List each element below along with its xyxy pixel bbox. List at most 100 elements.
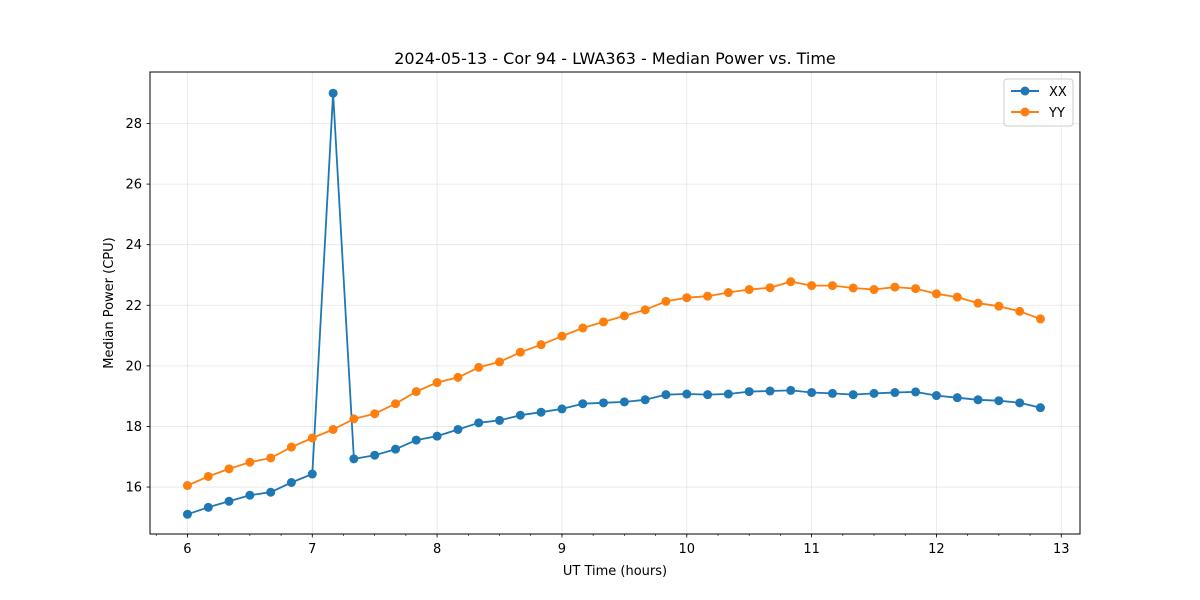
data-point-yy: [661, 296, 671, 306]
data-point-xx: [827, 388, 837, 398]
data-point-xx: [578, 399, 588, 409]
legend-marker-yy: [1020, 107, 1030, 117]
data-point-yy: [973, 298, 983, 308]
y-tick-label: 28: [125, 117, 142, 132]
data-point-xx: [661, 390, 671, 400]
data-point-xx: [203, 502, 213, 512]
data-point-xx: [515, 410, 525, 420]
data-point-yy: [994, 301, 1004, 311]
plot-frame: [149, 71, 1081, 535]
data-point-xx: [224, 496, 234, 506]
data-point-yy: [224, 464, 234, 474]
legend-marker-xx: [1020, 86, 1030, 96]
data-point-yy: [557, 331, 567, 341]
data-point-xx: [807, 388, 817, 398]
data-point-xx: [370, 450, 380, 460]
data-point-xx: [599, 398, 609, 408]
data-point-xx: [557, 404, 567, 414]
data-point-yy: [619, 311, 629, 321]
x-tick-label: 13: [1053, 542, 1070, 557]
data-point-yy: [432, 378, 442, 388]
data-point-yy: [370, 409, 380, 419]
data-point-xx: [619, 397, 629, 407]
axes: 6 7 8 9 10 11 12 13 16 18 20 22 24 26 28: [125, 117, 1069, 557]
data-point-yy: [640, 305, 650, 315]
data-point-xx: [640, 395, 650, 405]
data-point-xx: [765, 386, 775, 396]
data-point-xx: [495, 415, 505, 425]
data-point-yy: [286, 442, 296, 452]
data-point-yy: [536, 340, 546, 350]
data-point-xx: [869, 388, 879, 398]
data-point-xx: [890, 388, 900, 398]
data-point-yy: [411, 387, 421, 397]
data-point-xx: [1015, 398, 1025, 408]
data-point-yy: [1035, 314, 1045, 324]
x-axis-label: UT Time (hours): [563, 564, 667, 579]
data-point-yy: [703, 291, 713, 301]
y-tick-label: 24: [125, 238, 142, 253]
y-tick-label: 18: [125, 420, 142, 435]
data-point-yy: [495, 357, 505, 367]
data-point-yy: [1015, 306, 1025, 316]
data-point-xx: [744, 387, 754, 397]
x-tick-label: 10: [679, 542, 696, 557]
data-point-xx: [474, 418, 484, 428]
data-point-yy: [827, 281, 837, 291]
data-point-yy: [744, 285, 754, 295]
data-point-yy: [682, 293, 692, 303]
data-point-yy: [515, 347, 525, 357]
x-tick-label: 7: [308, 542, 316, 557]
x-tick-label: 9: [558, 542, 566, 557]
data-point-yy: [349, 414, 359, 424]
x-tick-label: 8: [433, 542, 441, 557]
data-point-yy: [245, 457, 255, 467]
chart-title: 2024-05-13 - Cor 94 - LWA363 - Median Po…: [394, 49, 836, 68]
data-point-xx: [391, 444, 401, 454]
data-point-yy: [203, 471, 213, 481]
data-point-yy: [890, 282, 900, 292]
data-point-yy: [578, 323, 588, 333]
data-point-yy: [266, 453, 276, 463]
data-point-xx: [536, 407, 546, 417]
data-point-xx: [245, 490, 255, 500]
data-point-xx: [286, 477, 296, 487]
series-layer: [182, 88, 1045, 519]
data-point-xx: [786, 385, 796, 395]
data-point-xx: [266, 487, 276, 497]
data-point-yy: [182, 481, 192, 491]
data-point-yy: [869, 285, 879, 295]
legend: XX YY: [1003, 78, 1074, 127]
y-tick-label: 20: [125, 359, 142, 374]
data-point-xx: [931, 391, 941, 401]
legend-label-yy: YY: [1048, 106, 1065, 121]
data-point-xx: [349, 454, 359, 464]
data-point-yy: [307, 433, 317, 443]
data-point-yy: [765, 283, 775, 293]
y-tick-label: 26: [125, 178, 142, 193]
data-point-xx: [682, 389, 692, 399]
data-point-yy: [328, 424, 338, 434]
data-point-xx: [952, 393, 962, 403]
y-tick-label: 22: [125, 299, 142, 314]
y-tick-label: 16: [125, 481, 142, 496]
data-point-yy: [848, 283, 858, 293]
data-point-yy: [807, 281, 817, 291]
data-point-yy: [599, 317, 609, 327]
data-point-xx: [453, 424, 463, 434]
data-point-xx: [411, 435, 421, 445]
x-tick-label: 6: [183, 542, 191, 557]
data-point-xx: [994, 396, 1004, 406]
x-tick-label: 11: [803, 542, 820, 557]
data-point-xx: [1035, 403, 1045, 413]
data-point-xx: [723, 389, 733, 399]
data-point-yy: [786, 277, 796, 287]
data-point-yy: [952, 292, 962, 302]
data-point-yy: [911, 284, 921, 294]
data-point-xx: [307, 469, 317, 479]
data-point-xx: [703, 390, 713, 400]
data-point-xx: [328, 88, 338, 98]
data-point-yy: [723, 288, 733, 298]
data-point-yy: [474, 362, 484, 372]
